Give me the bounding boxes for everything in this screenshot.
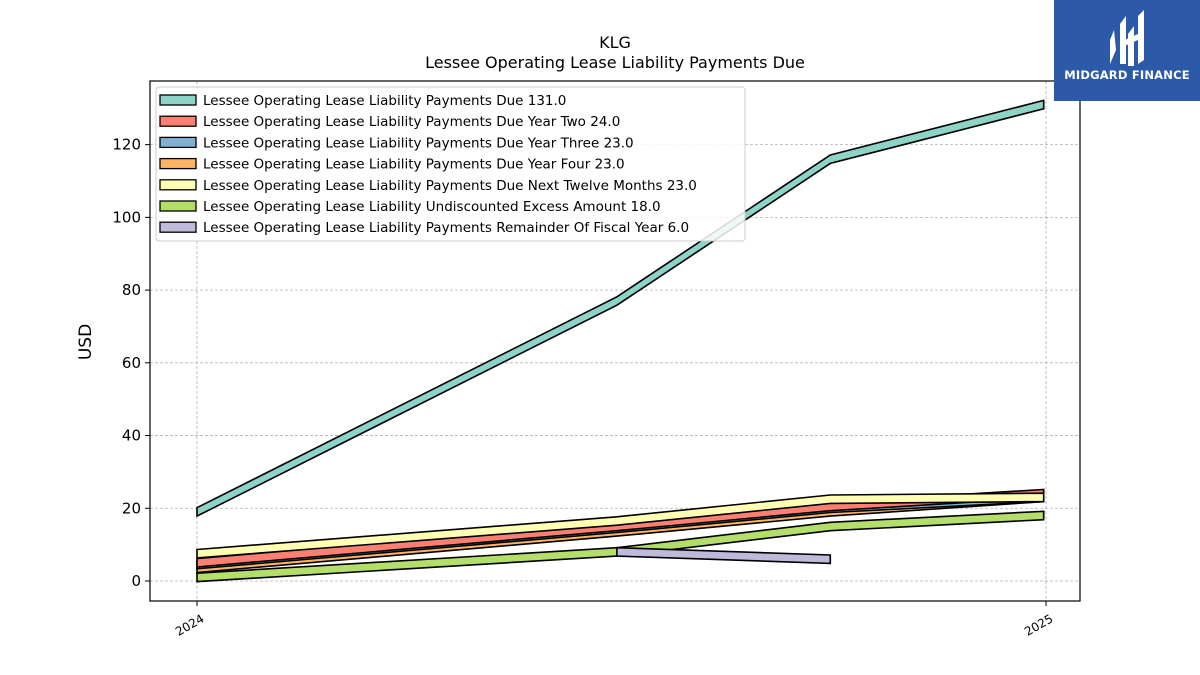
legend-swatch (159, 94, 197, 106)
legend-swatch (159, 115, 197, 127)
y-tick-label: 80 (122, 281, 141, 299)
plot-frame (149, 80, 1081, 602)
legend-label: Lessee Operating Lease Liability Payment… (203, 220, 689, 236)
y-tick-label: 40 (122, 427, 141, 445)
legend-swatch (159, 157, 197, 170)
legend: Lessee Operating Lease Liability Payment… (155, 86, 746, 242)
brand-name: MIDGARD FINANCE (1064, 68, 1190, 82)
legend-label: Lessee Operating Lease Liability Payment… (203, 93, 566, 109)
series-band-6 (616, 546, 832, 565)
y-tick-label: 20 (122, 499, 141, 517)
chart-title: Lessee Operating Lease Liability Payment… (425, 53, 805, 72)
legend-label: Lessee Operating Lease Liability Payment… (203, 135, 634, 151)
x-tick-label: 2024 (173, 611, 206, 638)
brand-logo: MIDGARD FINANCE (1054, 0, 1200, 101)
x-tick-label: 2025 (1022, 611, 1055, 638)
chart-ticker: KLG (599, 33, 631, 52)
series-band-0 (196, 99, 1045, 518)
midgard-logo-icon (1110, 10, 1144, 66)
legend-swatch (159, 136, 197, 149)
series-band-4 (196, 492, 1045, 559)
legend-label: Lessee Operating Lease Liability Payment… (203, 114, 620, 130)
legend-swatch (159, 179, 197, 191)
series-band-5 (196, 510, 1045, 583)
y-tick-label: 120 (112, 136, 141, 154)
legend-box (155, 86, 746, 242)
y-tick-label: 100 (112, 208, 141, 226)
legend-label: Lessee Operating Lease Liability Payment… (203, 157, 625, 173)
y-tick-label: 60 (122, 354, 141, 372)
y-tick-label: 0 (131, 572, 141, 590)
legend-label: Lessee Operating Lease Liability Payment… (203, 178, 697, 194)
series-layer (196, 99, 1045, 583)
legend-swatch (159, 200, 197, 212)
y-axis-label: USD (76, 324, 96, 360)
legend-swatch (159, 221, 197, 233)
legend-label: Lessee Operating Lease Liability Undisco… (203, 199, 661, 215)
